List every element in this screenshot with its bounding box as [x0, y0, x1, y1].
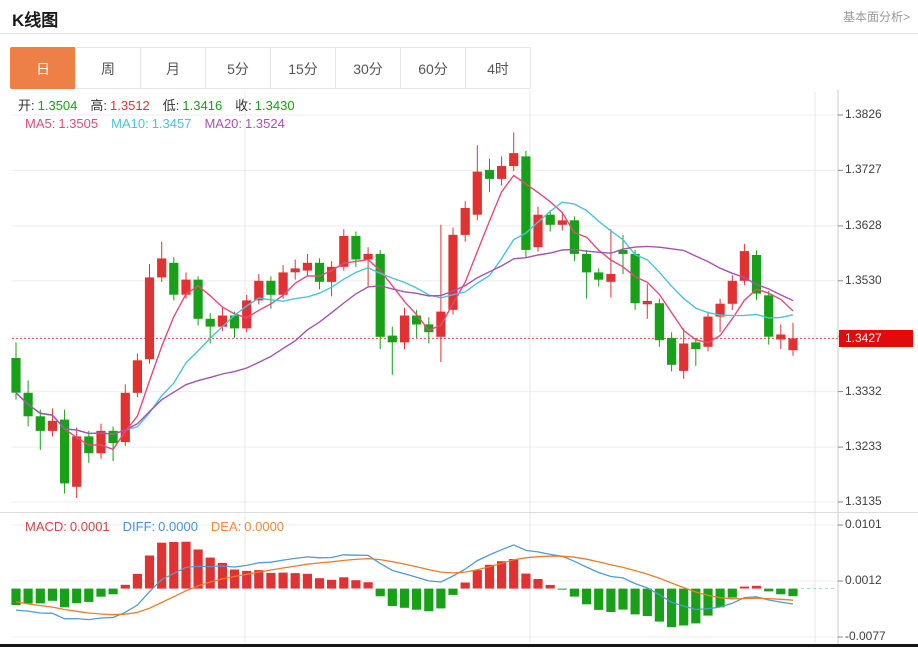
- tab-月[interactable]: 月: [140, 47, 206, 89]
- current-price-badge: 1.3427: [839, 329, 913, 347]
- readout-item: DIFF: 0.0000: [122, 519, 198, 534]
- price-axis-label: 1.3233: [845, 439, 882, 454]
- ma5-line: [15, 174, 794, 451]
- diff-line: [15, 544, 794, 621]
- dea-line: [15, 555, 794, 616]
- tab-5分[interactable]: 5分: [205, 47, 271, 89]
- macd-axis-label: 0.0101: [845, 517, 882, 531]
- ma-readout: MA5: 1.3505 MA10: 1.3457 MA20: 1.3524: [25, 116, 298, 131]
- tab-15分[interactable]: 15分: [270, 47, 336, 89]
- page-title: K线图: [12, 11, 59, 30]
- readout-item: MA20: 1.3524: [204, 116, 285, 131]
- price-axis-label: 1.3332: [845, 383, 882, 398]
- macd-readout: MACD: 0.0001 DIFF: 0.0000 DEA: 0.0000: [25, 519, 297, 534]
- macd-axis-label: 0.0012: [845, 573, 882, 587]
- fundamental-analysis-link[interactable]: 基本面分析>: [842, 10, 910, 24]
- ohlc-readout: 开: 1.3504 高: 1.3512 低: 1.3416 收: 1.3430: [18, 95, 308, 114]
- readout-item: DEA: 0.0000: [210, 519, 285, 534]
- tab-60分[interactable]: 60分: [400, 47, 466, 89]
- readout-item: MACD: 0.0001: [25, 519, 110, 534]
- readout-item: 低: 1.3416: [162, 98, 223, 113]
- readout-item: 收: 1.3430: [235, 98, 295, 113]
- ma-lines-layer: [15, 174, 794, 451]
- tab-4时[interactable]: 4时: [465, 47, 531, 89]
- readout-item: 高: 1.3512: [90, 98, 150, 113]
- readout-item: MA5: 1.3505: [25, 116, 99, 131]
- candles-layer: [11, 132, 798, 498]
- price-axis-label: 1.3530: [845, 272, 882, 287]
- price-axis-label: 1.3135: [845, 494, 882, 508]
- panel-separator: [0, 512, 918, 513]
- macd-layer: [11, 541, 836, 628]
- current-price-value: 1.3427: [845, 330, 882, 345]
- timeframe-tabs: 日周月 5分 15分 30分 60分 4时: [10, 47, 531, 89]
- ma20-line: [15, 245, 794, 435]
- price-axis-label: 1.3628: [845, 217, 882, 232]
- tab-周[interactable]: 周: [75, 47, 141, 89]
- tab-日[interactable]: 日: [10, 47, 76, 89]
- ma10-line: [15, 201, 794, 435]
- readout-item: 开: 1.3504: [18, 98, 78, 113]
- price-axis-label: 1.3727: [845, 162, 882, 177]
- header-divider: [0, 33, 918, 34]
- macd-axis-label: -0.0077: [845, 629, 886, 643]
- tab-30分[interactable]: 30分: [335, 47, 401, 89]
- readout-item: MA10: 1.3457: [111, 116, 192, 131]
- bottom-border: [0, 644, 918, 647]
- price-axis-label: 1.3826: [845, 107, 882, 121]
